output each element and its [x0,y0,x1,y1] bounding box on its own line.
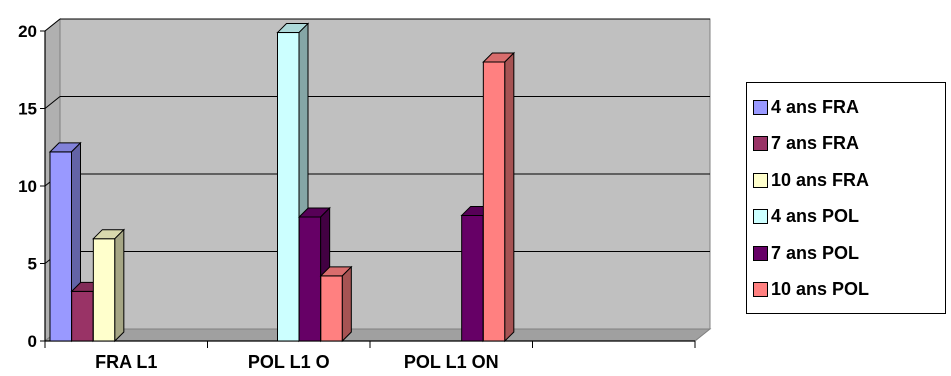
bar-side [341,265,352,343]
legend-item: 10 ans FRA [753,162,945,199]
y-tick-labels: 0 5 10 15 20 [18,22,37,351]
bar-front [277,32,300,342]
gridlines [44,18,710,264]
legend-item: 4 ans FRA [753,89,945,126]
x-category-labels: FRA L1 POL L1 O POL L1 ON [95,352,499,372]
floor [43,328,712,342]
legend-swatch [753,209,768,225]
legend-item: 7 ans POL [753,235,945,272]
bar-front [482,61,506,342]
bars [48,22,516,343]
legend-item: 10 ans POL [753,272,945,309]
bar-side [114,228,125,343]
legend-swatch [753,136,768,152]
y-tick-label: 20 [18,22,37,41]
plot-walls [43,17,712,343]
legend-label: 10 ans POL [771,279,870,300]
y-tick-label: 5 [28,255,37,274]
x-category-label: FRA L1 [95,352,157,372]
legend: 4 ans FRA 7 ans FRA 10 ans FRA 4 ans POL 7 a… [746,82,946,314]
bar-front [92,238,116,342]
legend-item: 7 ans FRA [753,126,945,163]
bar [482,51,516,343]
gridline-side [44,18,61,32]
legend-swatch [753,282,768,298]
legend-label: 10 ans FRA [771,169,870,190]
axes [40,30,696,348]
y-tick-label: 15 [18,100,37,119]
y-tick-label: 0 [28,332,37,351]
legend-item: 4 ans POL [753,199,945,236]
x-category-label: POL L1 ON [404,352,499,372]
legend-swatch [753,99,768,115]
chart: 0 5 10 15 20 FRA L1 POL L1 O POL L1 ON [18,17,712,372]
bar [319,265,353,343]
bar-front [71,290,94,342]
legend-swatch [753,172,768,188]
legend-label: 4 ans FRA [771,96,860,117]
legend-label: 7 ans POL [771,242,860,263]
legend-swatch [753,245,768,261]
bar-front [298,216,322,342]
gridline-side [44,96,61,109]
y-tick-label: 10 [18,177,37,196]
bar-front [320,275,343,342]
bar-front [461,214,484,342]
bar-side [504,51,515,343]
bar-front [49,151,72,342]
x-category-label: POL L1 O [248,352,330,372]
bar [92,228,126,343]
legend-label: 4 ans POL [771,206,860,227]
legend-label: 7 ans FRA [771,133,860,154]
